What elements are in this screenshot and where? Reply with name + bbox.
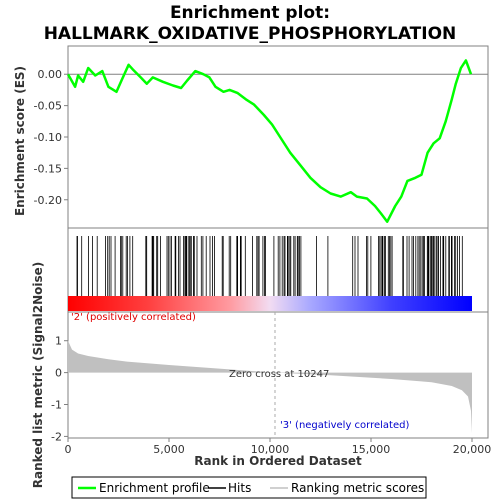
gene-hit-marks <box>76 236 463 296</box>
legend-label-metric: Ranking metric scores <box>291 481 424 495</box>
es-ytick-label: 0.00 <box>38 68 63 81</box>
es-ytick-label: -0.05 <box>34 100 62 113</box>
xtick-label: 5,000 <box>153 443 185 456</box>
metric-ytick-label: -1 <box>51 399 62 412</box>
hits-layer <box>76 236 463 296</box>
pos-correlated-label: '2' (positively correlated) <box>71 312 196 323</box>
chart-title-line2: HALLMARK_OXIDATIVE_PHOSPHORYLATION <box>44 24 457 44</box>
metric-ytick-label: 0 <box>55 367 62 380</box>
legend: Enrichment profile Hits Ranking metric s… <box>71 476 427 499</box>
es-panel <box>67 45 489 229</box>
metric-layer <box>68 312 472 438</box>
es-ytick-label: -0.15 <box>34 162 62 175</box>
neg-correlated-label: '3' (negatively correlated) <box>280 420 409 431</box>
metric-ytick-label: 1 <box>55 335 62 348</box>
enrichment-profile-line <box>66 59 473 223</box>
legend-label-enrichment: Enrichment profile <box>99 481 210 495</box>
es-ytick-label: -0.10 <box>34 131 62 144</box>
xtick-label: 20,000 <box>453 443 492 456</box>
xtick-label: 0 <box>65 443 72 456</box>
correlation-gradient-bar <box>68 296 472 311</box>
es-ytick-label: -0.20 <box>34 194 62 207</box>
xtick-label: 15,000 <box>352 443 391 456</box>
metric-ytick-label: -2 <box>51 430 62 443</box>
xtick-label: 10,000 <box>251 443 290 456</box>
zero-cross-label: Zero cross at 10247 <box>229 369 329 380</box>
chart-title-line1: Enrichment plot: <box>170 3 330 23</box>
correlation-bar <box>68 296 472 311</box>
es-layer <box>66 59 488 223</box>
legend-box <box>71 476 427 499</box>
legend-label-hits: Hits <box>228 481 251 495</box>
metric-ylabel: Ranked list metric (Signal2Noise) <box>31 262 45 489</box>
xlabel: Rank in Ordered Dataset <box>194 454 362 468</box>
es-ylabel: Enrichment score (ES) <box>13 66 27 216</box>
